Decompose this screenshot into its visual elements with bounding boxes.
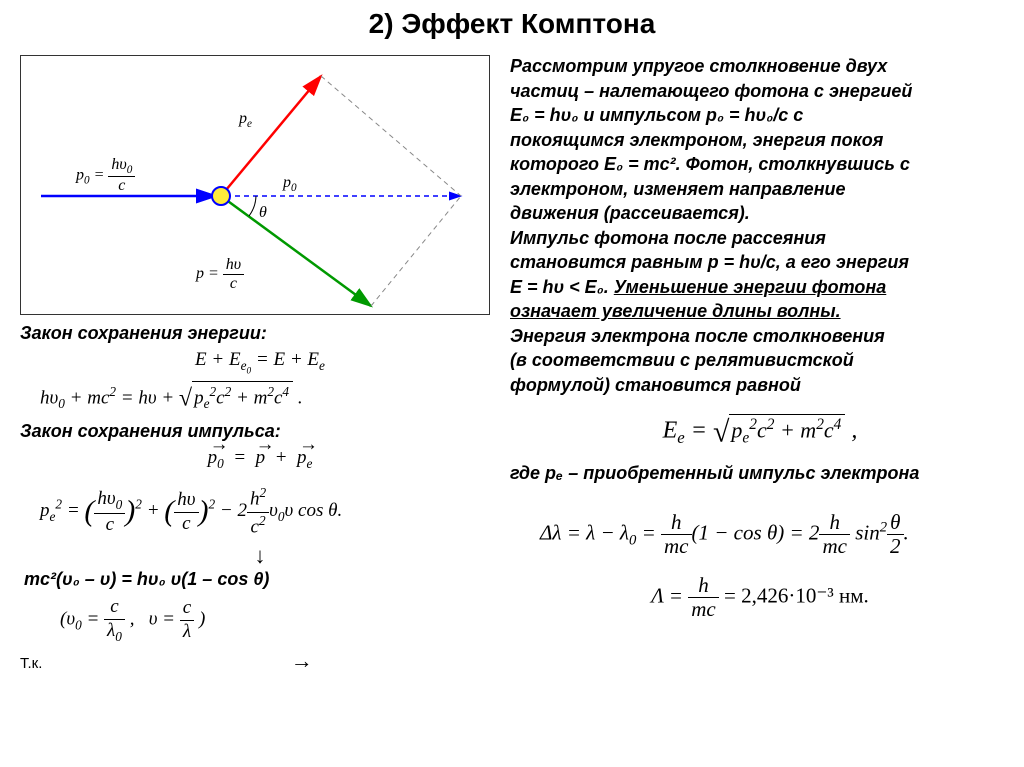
pe-vector: [221, 76, 321, 196]
para-line-6: электроном, изменяет направление: [510, 178, 1010, 201]
tk-label: Т.к.: [20, 655, 42, 672]
energy-eq-1: E + Ee0 = E + Ee: [20, 350, 500, 377]
para-line-7: движения (рассеивается).: [510, 202, 1010, 225]
para-line-9: становится равным p = hυ/c, а его энерги…: [510, 251, 1010, 274]
para-line-12: Энергия электрона после столкновения: [510, 325, 1010, 348]
p-formula-label: p = hυc: [196, 256, 244, 293]
para-line-8: Импульс фотона после рассеяния: [510, 227, 1010, 250]
para-line-3: E₀ = hυ₀ и импульсом p₀ = hυ₀/c с: [510, 104, 1010, 127]
para-line-1: Рассмотрим упругое столкновение двух: [510, 55, 1010, 78]
para-10a: E = hυ < E₀.: [510, 277, 614, 297]
para-10b: Уменьшение энергии фотона: [614, 277, 887, 297]
para-line-2: частиц – налетающего фотона с энергией: [510, 80, 1010, 103]
angle-arc: [249, 196, 256, 216]
para-line-13: (в соответствии с релятивистской: [510, 349, 1010, 372]
momentum-eq-1: →p0 = →p + →pe: [20, 448, 500, 471]
delta-lambda-formula: Δλ = λ − λ0 = hmc(1 − cos θ) = 2hmc sin2…: [540, 511, 1010, 558]
right-column: Рассмотрим упругое столкновение двух час…: [510, 55, 1010, 625]
tk-row: Т.к. →: [20, 648, 500, 674]
velocity-note: (υ0 = cλ0 , υ = cλ ): [60, 596, 500, 645]
para-line-5: которого E₀ = mc². Фотон, столкнувшись с: [510, 153, 1010, 176]
para-line-10: E = hυ < E₀. Уменьшение энергии фотона: [510, 276, 1010, 299]
result-eq: mc²(υ₀ – υ) = hυ₀ υ(1 – cos θ): [24, 569, 500, 590]
para-line-11: означает увеличение длины волны.: [510, 300, 1010, 323]
ee-formula: Ee = √pe2c2 + m2c4 ,: [510, 414, 1010, 448]
page-title: 2) Эффект Комптона: [0, 0, 1024, 40]
theta-label: θ: [259, 204, 267, 222]
momentum-eq-2: pe2 = (hυ0c)2 + (hυc)2 − 2h2c2υ0υ cos θ.: [40, 485, 500, 538]
arrow-down-1: ↓: [20, 543, 500, 569]
lambda-const-value: = 2,426·10⁻³ нм.: [724, 583, 869, 607]
parallelogram-1: [321, 76, 461, 196]
parallelogram-2: [371, 196, 461, 306]
para-line-14: формулой) становится равной: [510, 374, 1010, 397]
pe-label: pe: [239, 110, 252, 130]
p0-label: p0: [283, 174, 297, 194]
where-pe: где pₑ – приобретенный импульс электрона: [510, 462, 1010, 485]
electron-circle: [212, 187, 230, 205]
p0-formula-label: p0 = hυ0c: [76, 156, 135, 195]
energy-conservation-label: Закон сохранения энергии:: [20, 323, 500, 344]
para-line-4: покоящимся электроном, энергия покоя: [510, 129, 1010, 152]
lambda-const-formula: Λ = hmc = 2,426·10⁻³ нм.: [510, 574, 1010, 621]
left-column: p0 = hυ0c p0 pe p = hυc θ Закон сохранен…: [20, 55, 500, 674]
energy-eq-2: hυ0 + mc2 = hυ + √pe2c2 + m2c4 .: [40, 381, 500, 413]
compton-diagram: p0 = hυ0c p0 pe p = hυc θ: [20, 55, 490, 315]
